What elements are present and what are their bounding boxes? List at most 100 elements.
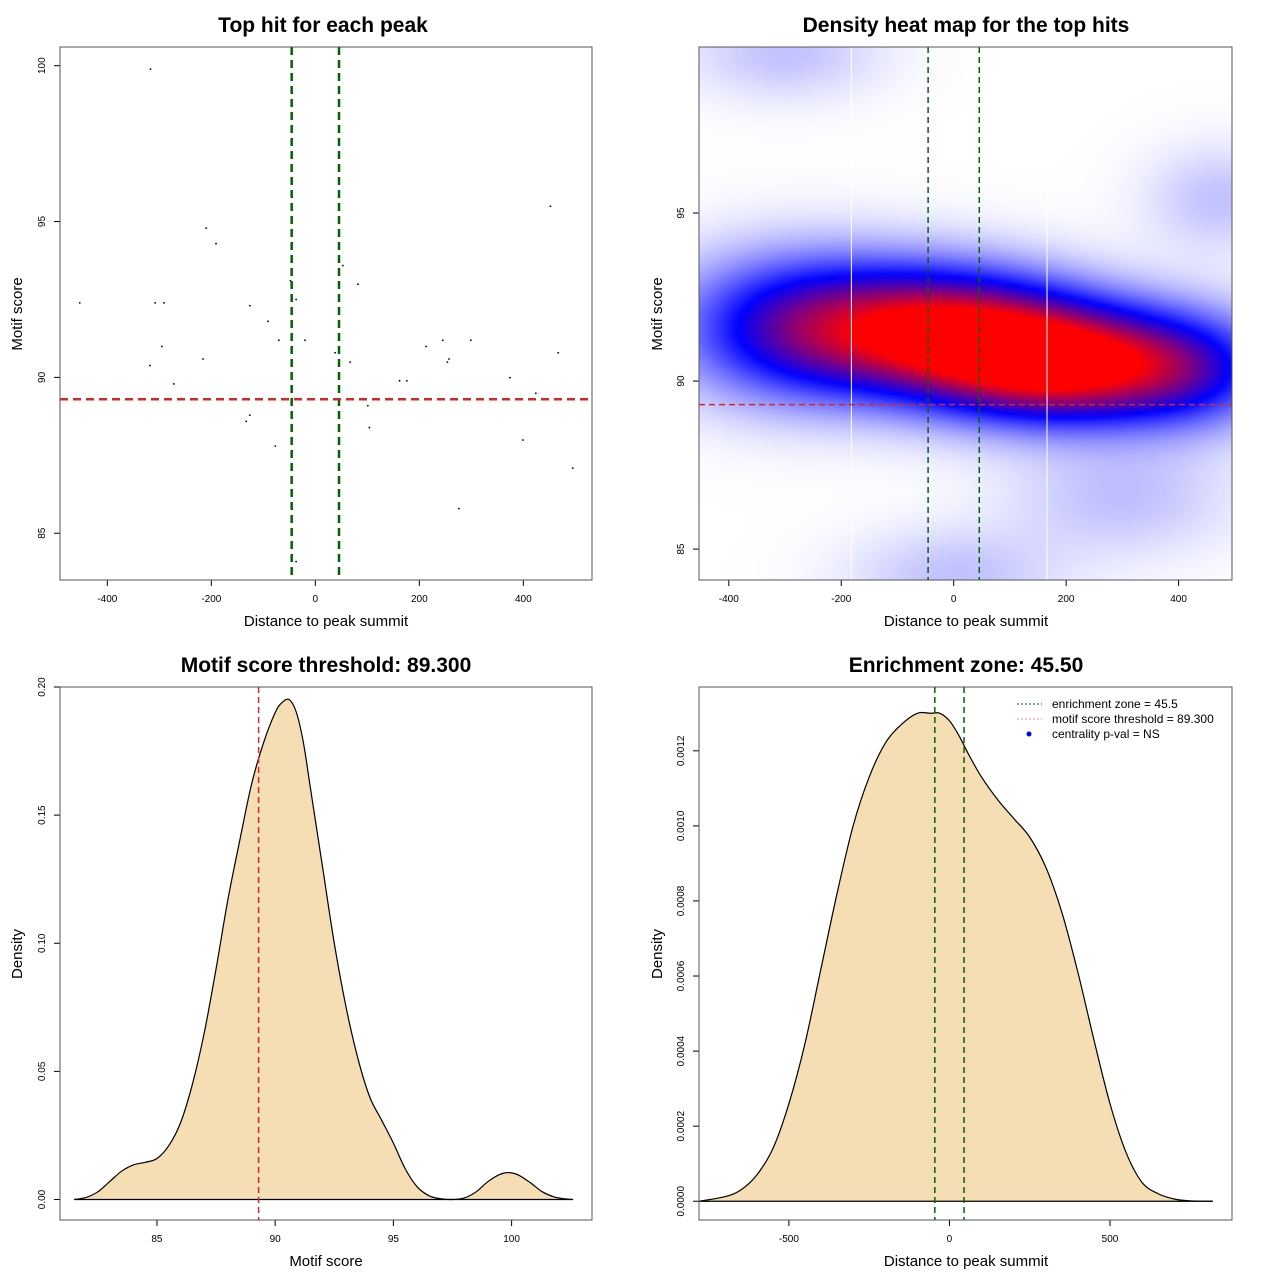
axes: -400 -200 0 200 400 85 90 95 100 [37,57,532,605]
legend-label: centrality p-val = NS [1052,727,1160,741]
y-tick-label: 85 [676,543,687,555]
scatter-point [267,320,269,323]
scatter-point [441,339,444,342]
scatter-point [248,304,251,307]
y-tick-label: 95 [37,216,48,228]
y-tick-label: 0.20 [37,677,48,697]
scatter-point [521,439,524,441]
scatter-point [557,351,560,354]
panel-heatmap: Density heat map for the top hits Distan… [649,14,1233,630]
plot-frame [59,46,593,581]
scatter-point [78,302,81,304]
scatter-point [245,420,248,423]
scatter-point [398,379,401,382]
scatter-point [304,339,306,342]
plot-area [60,47,592,580]
scatter-point [469,339,472,342]
scatter-point [163,302,165,304]
x-tick-label: 0 [947,1234,953,1245]
scatter-point [508,376,511,379]
plot-area [699,687,1213,1220]
density-area [74,699,574,1200]
y-tick-label: 0.0010 [676,810,687,841]
scatter-point [172,383,175,385]
x-axis-label: Distance to peak summit [244,613,409,630]
scatter-point [248,414,251,417]
scatter-point [425,345,428,348]
y-axis-label: Motif score [9,277,26,350]
x-tick-label: -200 [201,594,221,605]
legend-label: motif score threshold = 89.300 [1052,712,1214,726]
chart-title: Enrichment zone: 45.50 [849,654,1084,677]
scatter-point [215,242,217,245]
chart-title: Motif score threshold: 89.300 [181,654,472,677]
y-tick-label: 0.15 [37,805,48,825]
scatter-point [448,358,450,360]
x-tick-label: -500 [779,1234,799,1245]
scatter-point [549,205,552,208]
panel-distance-density: Enrichment zone: 45.50 Distance to peak … [649,654,1233,1270]
y-tick-label: 0.0012 [676,735,687,766]
scatter-point [278,339,280,342]
chart-title: Density heat map for the top hits [803,14,1130,37]
scatter-point [534,392,537,395]
x-tick-label: 400 [515,594,532,605]
scatter-point [295,298,297,301]
x-axis-label: Distance to peak summit [884,613,1049,630]
scatter-point [405,379,408,382]
legend: enrichment zone = 45.5 motif score thres… [1017,697,1214,741]
density-area [699,712,1213,1202]
x-axis-label: Distance to peak summit [884,1253,1049,1270]
x-tick-label: 200 [1058,594,1075,605]
scatter-point [366,404,369,407]
y-tick-label: 85 [37,527,48,539]
x-tick-label: 200 [411,594,428,605]
y-tick-label: 0.0004 [676,1035,687,1066]
y-axis-label: Density [649,928,666,979]
scatter-point [202,358,204,360]
scatter-point [457,507,460,510]
y-tick-label: 100 [37,57,48,74]
y-tick-label: 95 [676,207,687,219]
x-tick-label: 0 [951,594,957,605]
scatter-point [149,364,151,367]
plot-frame [698,46,1233,581]
y-tick-label: 90 [37,371,48,383]
heatmap-image [699,47,1232,580]
x-tick-label: 0 [313,594,319,605]
y-tick-label: 0.0006 [676,960,687,991]
scatter-point [205,227,208,229]
x-tick-label: 85 [151,1234,163,1245]
plot-frame [59,686,593,1221]
x-tick-label: 100 [503,1234,520,1245]
scatter-point [349,361,352,364]
y-tick-label: 0.10 [37,933,48,953]
plot-frame [698,686,1233,1221]
x-tick-label: 400 [1170,594,1187,605]
x-tick-label: -400 [97,594,117,605]
scatter-point [571,467,574,470]
scatter-point [149,68,152,71]
x-tick-label: 95 [388,1234,400,1245]
scatter-point [274,445,277,447]
density-curve [74,698,574,1201]
plot-area [74,687,574,1220]
y-tick-label: 0.0008 [676,885,687,916]
legend-swatch-pval-dot [1026,731,1032,737]
y-tick-label: 0.0002 [676,1110,687,1141]
y-axis-label: Motif score [649,277,666,350]
scatter-point [446,361,449,364]
y-axis-label: Density [9,928,26,979]
panel-score-density: Motif score threshold: 89.300 Motif scor… [9,654,593,1270]
scatter-point [295,560,297,563]
x-axis-label: Motif score [289,1253,362,1270]
scatter-point [368,426,371,429]
y-tick-label: 0.05 [37,1061,48,1081]
legend-label: enrichment zone = 45.5 [1052,697,1178,711]
plot-area [699,47,1232,580]
scatter-point [342,264,344,267]
scatter-point [334,351,337,354]
x-tick-label: 90 [270,1234,282,1245]
scatter-point [154,302,157,304]
